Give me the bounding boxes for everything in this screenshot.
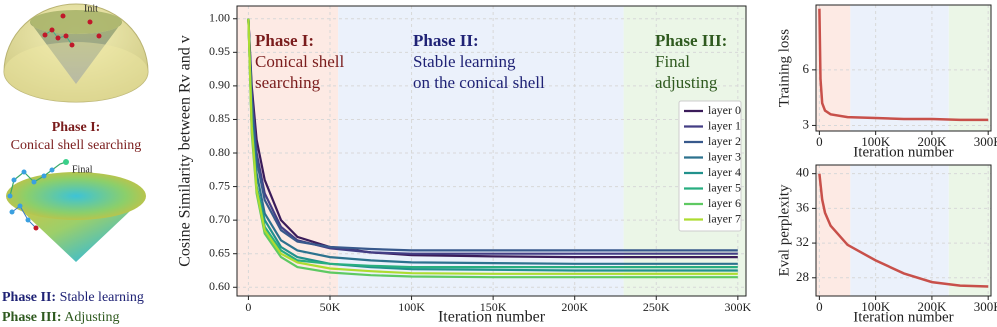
y-tick-label: 1.00: [209, 11, 230, 25]
phase2-title: Phase II:: [2, 290, 56, 305]
phase-text: Stable learning: [413, 52, 516, 71]
phase2-text: Stable learning: [60, 290, 144, 305]
phase1-title: Phase I:: [52, 120, 101, 135]
phase-text: on the conical shell: [413, 73, 545, 92]
phase-region: [948, 165, 991, 296]
y-tick-label: 3: [803, 116, 810, 131]
phase3-title: Phase III:: [2, 310, 62, 325]
phase-title: Phase III:: [655, 31, 727, 50]
x-tick-label: 150K: [480, 300, 507, 314]
x-tick-label: 100K: [861, 299, 891, 314]
phase-region: [850, 165, 949, 296]
phase-text: searching: [255, 73, 321, 92]
x-tick-label: 50K: [320, 300, 341, 314]
x-tick-label: 100K: [398, 300, 425, 314]
phase-title: Phase I:: [255, 31, 314, 50]
final-label: Final: [72, 164, 93, 175]
legend-label: layer 0: [708, 103, 741, 117]
x-tick-label: 200K: [917, 134, 947, 149]
phase-region: [816, 5, 851, 131]
y-tick-label: 0.60: [209, 279, 230, 293]
series-line: [818, 8, 989, 122]
illustration-bottom: Final: [6, 159, 146, 262]
phase3-caption: Phase III: Adjusting: [2, 310, 119, 325]
x-tick-label: 250K: [643, 300, 670, 314]
phase-text: adjusting: [655, 73, 718, 92]
y-tick-label: 0.65: [209, 245, 230, 259]
phase-title: Phase II:: [413, 31, 479, 50]
y-axis-label: Eval perplexity: [776, 184, 792, 277]
y-axis-label: Training loss: [776, 29, 792, 107]
phase1-text: Conical shell searching: [11, 138, 142, 153]
x-tick-label: 100K: [861, 134, 891, 149]
legend-label: layer 5: [708, 180, 741, 194]
legend-label: layer 6: [708, 196, 741, 210]
init-label: Init: [84, 3, 98, 14]
legend-box: [678, 100, 742, 232]
x-axis-label: Iteration number: [853, 144, 953, 160]
phase3-text: Adjusting: [64, 310, 119, 325]
y-tick-label: 40: [796, 165, 809, 180]
x-axis-label: Iteration number: [438, 309, 546, 326]
series-line: [818, 173, 989, 288]
phase-text: Conical shell: [255, 52, 345, 71]
y-tick-label: 0.70: [209, 212, 230, 226]
phase-text: Final: [655, 52, 690, 71]
y-tick-label: 28: [796, 269, 809, 284]
y-tick-label: 0.80: [209, 145, 230, 159]
y-tick-label: 0.95: [209, 44, 230, 58]
phase-region: [338, 6, 624, 296]
legend-label: layer 7: [708, 211, 741, 225]
legend-label: layer 4: [708, 165, 741, 179]
plot-frame: [815, 4, 992, 132]
x-tick-label: 200K: [561, 300, 588, 314]
x-axis-label: Iteration number: [853, 309, 953, 325]
plot-frame: [236, 5, 747, 297]
series-line: [247, 18, 738, 275]
y-tick-label: 6: [803, 61, 810, 76]
x-tick-label: 200K: [917, 299, 947, 314]
y-tick-label: 0.90: [209, 78, 230, 92]
legend-label: layer 3: [708, 149, 741, 163]
x-tick-label: 0: [816, 134, 823, 149]
x-tick-label: 300K: [974, 299, 997, 314]
phase-region: [850, 5, 949, 131]
y-tick-label: 0.85: [209, 111, 230, 125]
plot-frame: [815, 164, 992, 297]
y-tick-label: 36: [796, 199, 810, 214]
phase2-caption: Phase II: Stable learning: [2, 290, 144, 305]
x-tick-label: 0: [245, 300, 251, 314]
x-tick-label: 300K: [725, 300, 752, 314]
legend-label: layer 2: [708, 134, 741, 148]
legend-label: layer 1: [708, 118, 741, 132]
y-tick-label: 32: [796, 234, 809, 249]
illustration-top: Init: [3, 3, 149, 103]
phase-region: [948, 5, 991, 131]
x-tick-label: 0: [816, 299, 823, 314]
y-axis-label: Cosine Similarity between Rv and v: [177, 35, 194, 267]
x-tick-label: 300K: [974, 134, 997, 149]
y-tick-label: 0.75: [209, 178, 230, 192]
